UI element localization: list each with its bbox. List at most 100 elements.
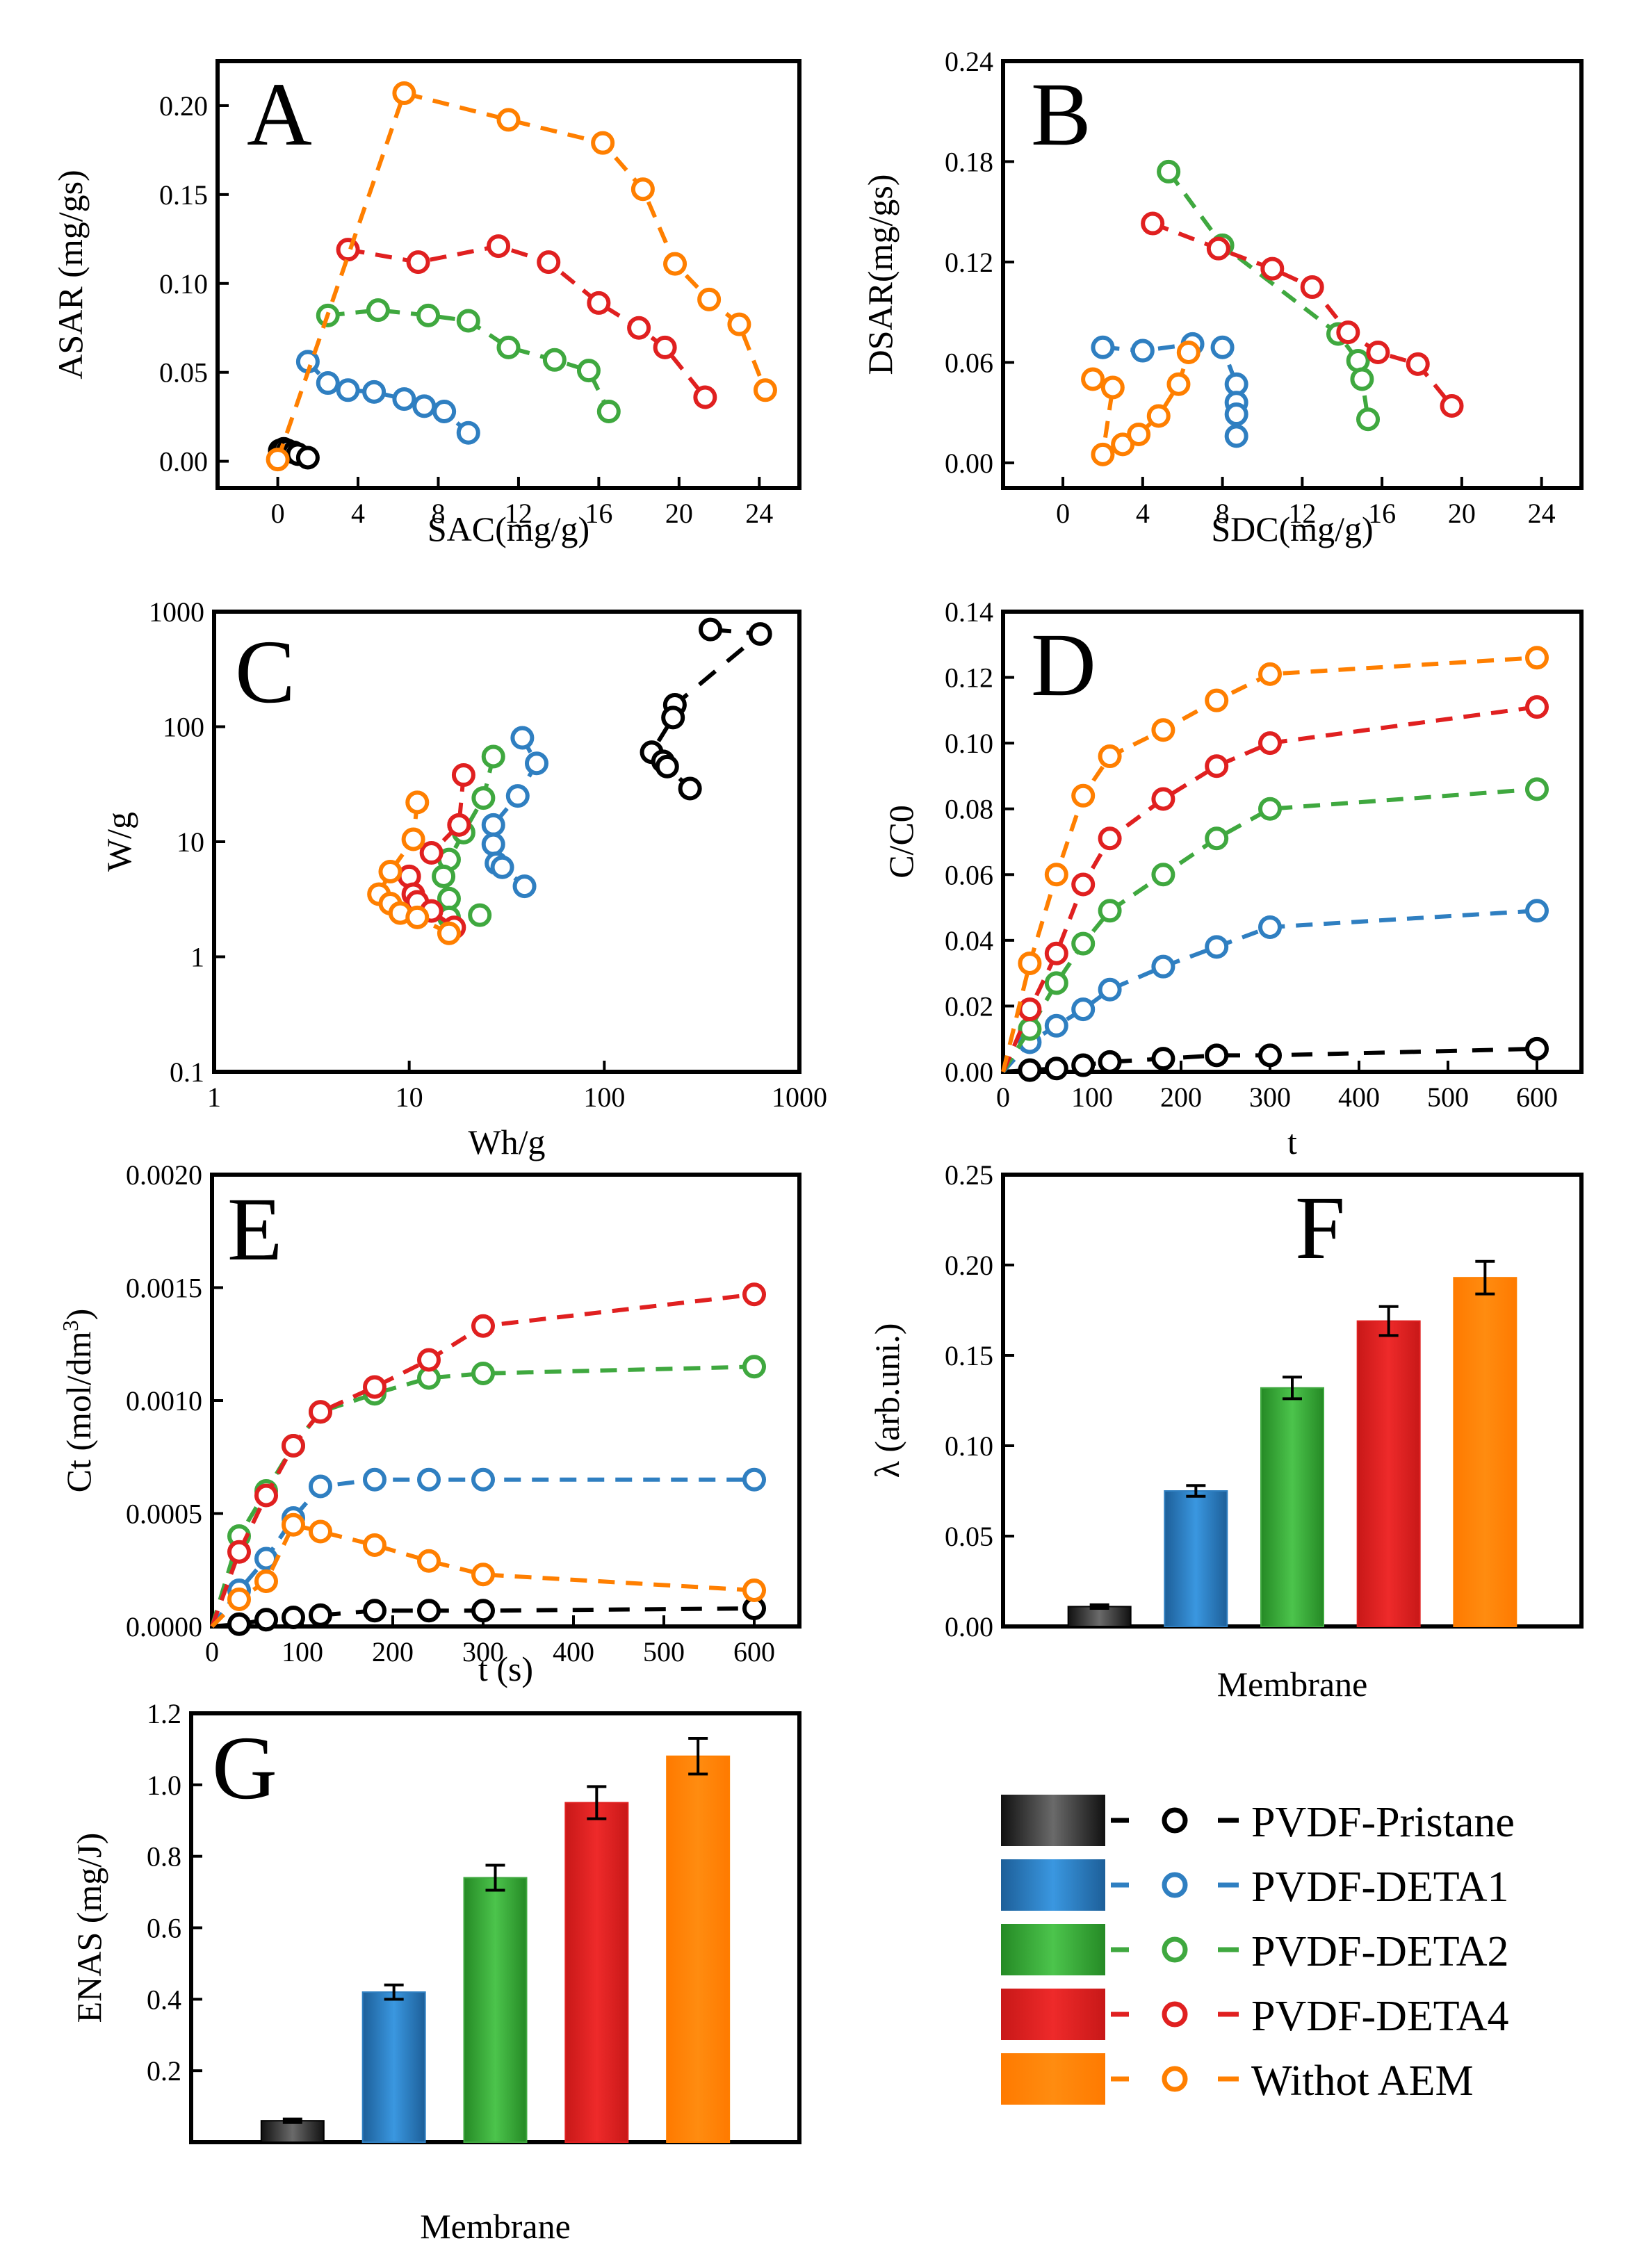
y-tick-label: 0.1 <box>170 1057 204 1088</box>
data-point <box>406 250 430 275</box>
y-tick-label: 1.2 <box>147 1698 181 1729</box>
data-point <box>432 864 456 888</box>
data-point <box>655 754 679 778</box>
x-tick-label: 0 <box>996 1082 1010 1113</box>
data-point <box>1146 404 1171 428</box>
data-point <box>417 1549 441 1573</box>
data-point <box>742 1282 766 1307</box>
data-point <box>227 1588 251 1611</box>
x-tick-label: 500 <box>643 1636 685 1667</box>
data-point <box>1205 754 1229 778</box>
legend-entry-deta4: PVDF-DETA4 <box>1001 1989 1509 2040</box>
data-point <box>309 1400 332 1424</box>
y-tick-label: 0.15 <box>945 1340 993 1371</box>
data-point <box>447 813 471 837</box>
legend-swatch-deta2 <box>1001 1924 1105 1975</box>
data-point <box>576 359 601 383</box>
data-point <box>1258 1043 1282 1068</box>
data-point <box>1260 256 1285 281</box>
legend-marker-pvdf-pristane <box>1162 1807 1188 1834</box>
data-point <box>456 421 480 445</box>
x-tick-label: 20 <box>665 498 693 529</box>
data-point <box>1166 372 1191 396</box>
data-point <box>742 1578 766 1602</box>
x-tick-label: 100 <box>1071 1082 1113 1113</box>
data-point <box>693 385 717 409</box>
series-line-pvdf-deta2 <box>1166 170 1370 420</box>
x-tick-label: 1000 <box>772 1082 827 1113</box>
y-tick-label: 0.6 <box>147 1913 181 1944</box>
y-tick-label: 0.10 <box>945 728 993 759</box>
data-point <box>481 832 505 856</box>
y-tick-label: 1000 <box>149 596 204 628</box>
data-point <box>481 813 505 837</box>
data-point <box>1205 1043 1229 1068</box>
data-point <box>1081 367 1105 391</box>
series-withot-aem <box>1081 340 1201 466</box>
x-tick-label: 100 <box>583 1082 625 1113</box>
legend-marker-pvdf-deta2 <box>1162 1936 1188 1963</box>
data-point <box>378 859 402 883</box>
data-point <box>542 348 567 372</box>
y-tick-label: 0.0015 <box>126 1273 202 1304</box>
x-tick-label: 12 <box>505 498 532 529</box>
data-point <box>432 399 457 423</box>
data-point <box>1098 977 1122 1002</box>
x-axis-title: Membrane <box>1217 1665 1368 1704</box>
series-line-pvdf-deta1 <box>1001 908 1538 1074</box>
bar-pvdf-deta4 <box>564 1802 629 2144</box>
data-point <box>1098 744 1122 769</box>
legend-entry-pristane: PVDF-Pristane <box>1001 1795 1515 1846</box>
x-tick-label: 24 <box>745 498 773 529</box>
x-tick-label: 8 <box>1216 498 1230 529</box>
y-tick-label: 0.24 <box>945 46 993 77</box>
series-line-pvdf-deta4 <box>210 1292 755 1628</box>
x-axis-title: SAC(mg/g) <box>428 509 589 548</box>
y-tick-label: 0.8 <box>147 1841 181 1873</box>
y-tick-label: 0.0010 <box>126 1385 202 1417</box>
series-pvdf-deta1 <box>210 1467 766 1628</box>
y-tick-label: 0.0005 <box>126 1499 202 1530</box>
data-point <box>1525 777 1549 801</box>
data-point <box>512 874 537 899</box>
data-point <box>505 784 530 808</box>
data-point <box>1044 1057 1068 1081</box>
data-point <box>1071 1053 1096 1077</box>
y-tick-label: 0.14 <box>945 596 993 628</box>
legend: PVDF-Pristane PVDF-DETA1 PVDF-DETA2 PVDF… <box>1001 1795 1515 2105</box>
data-point <box>596 399 621 423</box>
y-tick-label: 100 <box>163 712 204 743</box>
data-point <box>630 177 655 202</box>
data-point <box>1224 402 1248 427</box>
data-point <box>471 1599 495 1623</box>
x-tick-label: 0 <box>205 1636 219 1667</box>
plot-frame <box>210 1173 801 1629</box>
y-axis-title: W/g <box>99 812 138 872</box>
y-tick-label: 1.0 <box>147 1770 181 1801</box>
data-point <box>510 726 535 750</box>
x-tick-label: 16 <box>585 498 612 529</box>
panel-letter-f: F <box>1295 1178 1345 1278</box>
y-tick-label: 0.00 <box>945 448 993 479</box>
x-tick-label: 600 <box>1516 1082 1558 1113</box>
y-tick-label: 0.06 <box>945 859 993 890</box>
y-axis-title: ENAS (mg/J) <box>70 1833 108 2023</box>
series-withot-aem <box>367 790 461 945</box>
data-point <box>437 921 461 945</box>
data-point <box>363 1375 386 1399</box>
bar-pvdf-pristane <box>1067 1606 1132 1627</box>
data-point <box>697 287 722 311</box>
x-axis-title: Wh/g <box>468 1123 545 1161</box>
data-point <box>363 1599 386 1623</box>
y-tick-label: 0.02 <box>945 990 993 1022</box>
data-point <box>1098 899 1122 923</box>
data-point <box>525 751 549 776</box>
series-line-withot-aem <box>210 1522 755 1629</box>
data-point <box>1151 863 1175 887</box>
data-point <box>417 1348 441 1372</box>
series-pvdf-deta2 <box>1157 159 1381 432</box>
y-tick-label: 0.12 <box>945 247 993 278</box>
series-line-pvdf-deta4 <box>1152 221 1454 407</box>
y-axis-title: λ (arb.uni.) <box>868 1323 906 1478</box>
x-tick-label: 500 <box>1427 1082 1469 1113</box>
